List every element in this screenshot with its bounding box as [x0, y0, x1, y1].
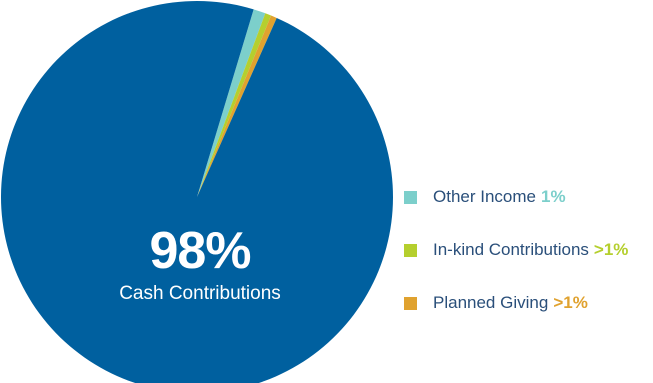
pie-slice-in-kind-contributions	[197, 13, 272, 198]
pie-slice-cash-contributions	[1, 1, 393, 383]
legend-item-planned-giving: Planned Giving >1%	[404, 289, 628, 317]
legend: Other Income 1% In-kind Contributions >1…	[404, 183, 628, 342]
legend-swatch	[404, 243, 417, 257]
pie-slice-planned-giving	[197, 15, 277, 198]
pie-slice-other-income	[197, 9, 266, 198]
legend-label: Other Income	[433, 187, 536, 206]
legend-item-other-income: Other Income 1%	[404, 183, 628, 211]
pie-chart	[1, 1, 393, 383]
legend-percentage: >1%	[593, 240, 629, 259]
legend-item-in-kind-contributions: In-kind Contributions >1%	[404, 236, 628, 264]
legend-label: In-kind Contributions	[433, 240, 589, 259]
legend-label: Planned Giving	[433, 293, 549, 312]
legend-percentage: 1%	[541, 187, 566, 206]
legend-swatch	[404, 190, 417, 204]
main-slice-label: Cash Contributions	[119, 283, 281, 304]
legend-percentage: >1%	[553, 293, 588, 312]
main-slice-percentage: 98%	[149, 222, 251, 280]
legend-swatch	[404, 296, 417, 310]
